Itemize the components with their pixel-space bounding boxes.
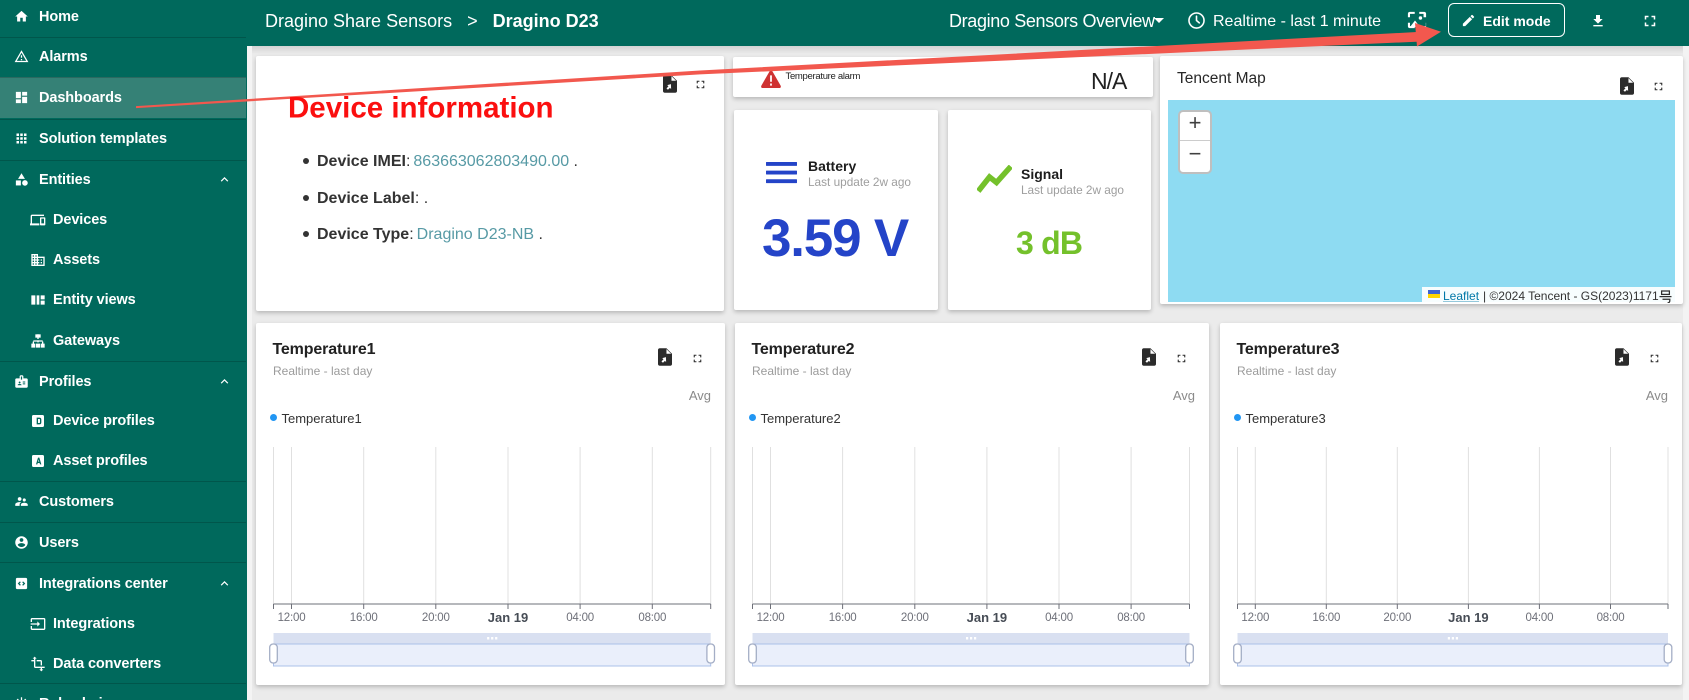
svg-text:12:00: 12:00 bbox=[757, 612, 785, 624]
svg-text:12:00: 12:00 bbox=[278, 612, 306, 624]
svg-text:08:00: 08:00 bbox=[1597, 612, 1625, 624]
svg-text:Jan 19: Jan 19 bbox=[1448, 610, 1488, 625]
svg-text:20:00: 20:00 bbox=[1383, 612, 1411, 624]
svg-text:16:00: 16:00 bbox=[829, 612, 857, 624]
svg-text:08:00: 08:00 bbox=[638, 612, 666, 624]
svg-text:20:00: 20:00 bbox=[901, 612, 929, 624]
svg-text:08:00: 08:00 bbox=[1117, 612, 1145, 624]
svg-text:Jan 19: Jan 19 bbox=[967, 610, 1007, 625]
svg-text:04:00: 04:00 bbox=[1045, 612, 1073, 624]
svg-text:Jan 19: Jan 19 bbox=[488, 610, 528, 625]
svg-text:04:00: 04:00 bbox=[566, 612, 594, 624]
svg-text:Device information: Device information bbox=[288, 92, 554, 125]
svg-text:04:00: 04:00 bbox=[1526, 612, 1554, 624]
svg-text:20:00: 20:00 bbox=[422, 612, 450, 624]
svg-text:16:00: 16:00 bbox=[1312, 612, 1340, 624]
svg-text:16:00: 16:00 bbox=[350, 612, 378, 624]
svg-text:12:00: 12:00 bbox=[1241, 612, 1269, 624]
